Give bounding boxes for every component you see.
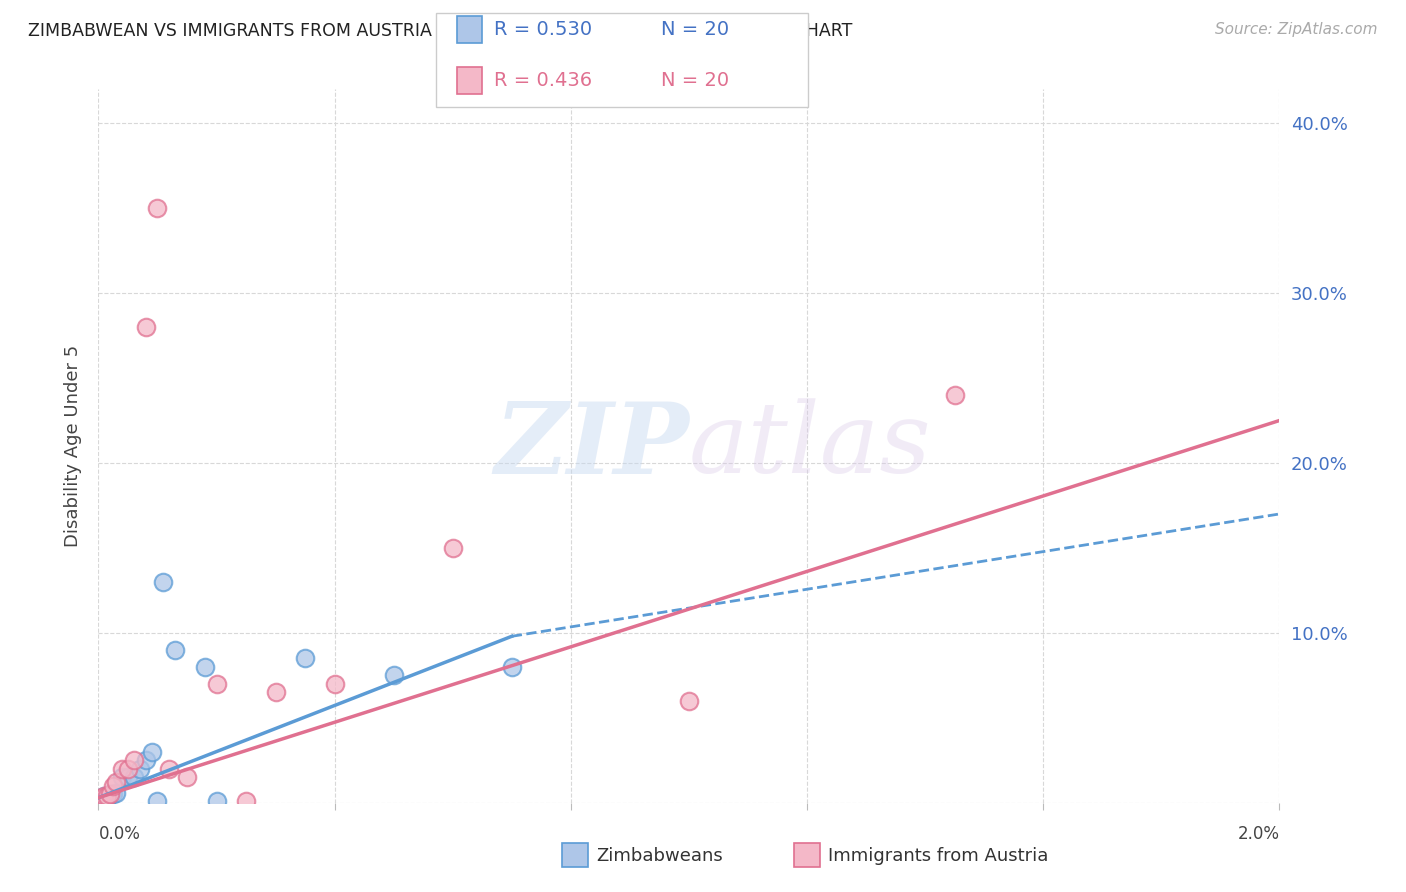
Point — [135, 320, 157, 334]
Point — [165, 643, 187, 657]
Point — [382, 668, 405, 682]
Text: atlas: atlas — [689, 399, 932, 493]
Point — [146, 201, 169, 215]
Point — [152, 574, 174, 589]
Point — [323, 677, 346, 691]
Point — [501, 660, 523, 674]
Point — [111, 770, 134, 784]
Point — [96, 789, 118, 803]
Point — [943, 388, 966, 402]
Text: Zimbabweans: Zimbabweans — [596, 847, 723, 865]
Point — [96, 790, 118, 805]
Point — [294, 651, 316, 665]
Text: N = 20: N = 20 — [661, 70, 728, 90]
Text: ZIP: ZIP — [494, 398, 689, 494]
Text: Immigrants from Austria: Immigrants from Austria — [828, 847, 1049, 865]
Point — [117, 770, 139, 784]
Text: N = 20: N = 20 — [661, 20, 728, 39]
Y-axis label: Disability Age Under 5: Disability Age Under 5 — [65, 345, 83, 547]
Point — [135, 753, 157, 767]
Point — [122, 753, 145, 767]
Point — [93, 789, 115, 803]
Text: R = 0.530: R = 0.530 — [494, 20, 592, 39]
Point — [103, 787, 125, 801]
Text: 2.0%: 2.0% — [1237, 825, 1279, 843]
Point — [111, 762, 134, 776]
Text: ZIMBABWEAN VS IMMIGRANTS FROM AUSTRIA DISABILITY AGE UNDER 5 CORRELATION CHART: ZIMBABWEAN VS IMMIGRANTS FROM AUSTRIA DI… — [28, 22, 852, 40]
Point — [122, 770, 145, 784]
Point — [157, 762, 180, 776]
Point — [105, 786, 128, 800]
Point — [93, 789, 115, 803]
Point — [441, 541, 464, 555]
Point — [264, 685, 287, 699]
Text: Source: ZipAtlas.com: Source: ZipAtlas.com — [1215, 22, 1378, 37]
Point — [205, 794, 228, 808]
Point — [235, 794, 257, 808]
Point — [141, 745, 163, 759]
Point — [128, 762, 150, 776]
Point — [90, 790, 112, 805]
Point — [105, 775, 128, 789]
Point — [98, 787, 121, 801]
Point — [117, 762, 139, 776]
Text: 0.0%: 0.0% — [98, 825, 141, 843]
Point — [146, 794, 169, 808]
Text: R = 0.436: R = 0.436 — [494, 70, 592, 90]
Point — [205, 677, 228, 691]
Point — [176, 770, 198, 784]
Point — [98, 787, 121, 801]
Point — [103, 779, 125, 793]
Point — [194, 660, 217, 674]
Point — [678, 694, 700, 708]
Point — [90, 790, 112, 805]
